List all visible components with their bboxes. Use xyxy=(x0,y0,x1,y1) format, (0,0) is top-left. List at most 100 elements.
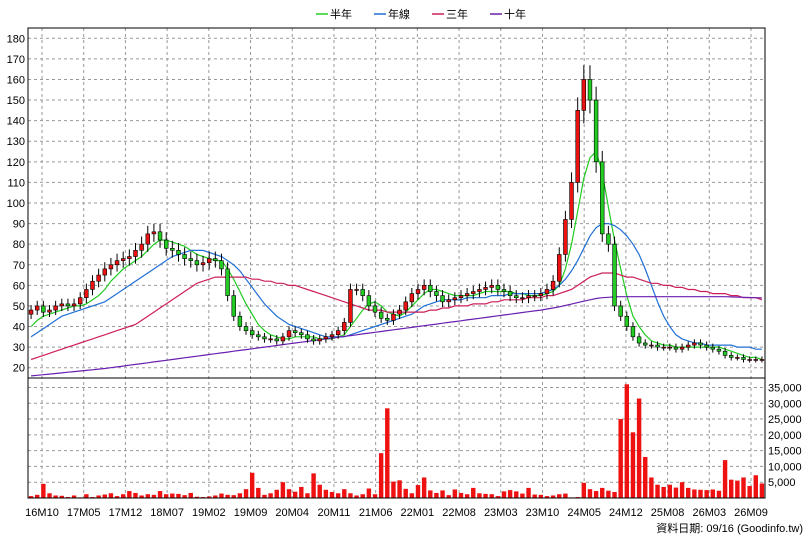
volume-bar xyxy=(120,494,126,498)
time-tick-label: 22M01 xyxy=(401,507,435,519)
candle-body xyxy=(446,299,451,303)
ma-year-line xyxy=(30,223,762,350)
volume-bar xyxy=(409,493,415,498)
volume-bar xyxy=(735,480,740,498)
time-tick-label: 24M05 xyxy=(567,507,601,519)
candle-body xyxy=(163,239,169,249)
time-tick-label: 19M02 xyxy=(192,507,226,519)
volume-bar xyxy=(643,456,648,498)
candlesticks xyxy=(28,65,765,363)
candle-body xyxy=(372,305,378,313)
volume-tick-label: 20,000 xyxy=(768,430,802,442)
footer-source: 資料日期: 09/16 (Goodinfo.tw) xyxy=(656,521,803,535)
candle-body xyxy=(569,182,574,220)
candle-body xyxy=(108,264,114,270)
volume-bar xyxy=(753,475,758,498)
volume-bar xyxy=(114,496,120,498)
volume-bar xyxy=(557,494,562,498)
candle-body xyxy=(673,346,679,350)
moving-average-lines xyxy=(30,150,763,377)
volume-bar xyxy=(163,494,169,498)
price-tick-label: 150 xyxy=(7,95,25,107)
volume-bar xyxy=(59,495,64,498)
candle-body xyxy=(415,289,421,294)
candle-body xyxy=(102,268,107,276)
candle-body xyxy=(538,293,544,296)
candle-body xyxy=(231,295,236,317)
volume-bar xyxy=(28,496,34,498)
candle-body xyxy=(747,359,752,361)
candle-body xyxy=(366,295,372,307)
volume-bar xyxy=(299,486,304,498)
volume-bar xyxy=(139,495,144,498)
candle-body xyxy=(286,330,292,338)
candle-body xyxy=(532,295,537,297)
volume-bar xyxy=(206,496,212,498)
candle-body xyxy=(323,336,329,340)
candle-body xyxy=(581,79,587,111)
volume-tick-label: 25,000 xyxy=(768,414,802,426)
price-tick-label: 40 xyxy=(13,322,25,334)
candle-body xyxy=(28,309,34,315)
candle-body xyxy=(489,285,494,288)
volume-bar xyxy=(157,491,163,498)
candle-body xyxy=(268,338,273,341)
volume-bar xyxy=(385,408,390,498)
volume-bar xyxy=(219,493,224,498)
volume-bar xyxy=(489,494,494,498)
volume-bar xyxy=(698,489,703,498)
volume-bar xyxy=(188,492,193,498)
candle-body xyxy=(471,291,476,294)
volume-bar xyxy=(649,477,654,498)
time-tick-label: 18M07 xyxy=(150,507,184,519)
volume-bar xyxy=(446,495,451,498)
time-tick-label: 22M08 xyxy=(442,507,476,519)
time-tick-label: 23M03 xyxy=(484,507,518,519)
volume-bar xyxy=(182,495,187,498)
volume-bar xyxy=(145,494,150,498)
candle-body xyxy=(612,243,617,307)
volume-bar xyxy=(53,495,58,498)
candle-body xyxy=(41,305,46,313)
candle-body xyxy=(606,233,611,245)
volume-bar xyxy=(292,491,298,498)
volume-bar xyxy=(366,488,372,498)
volume-bar xyxy=(458,492,464,498)
volume-bar xyxy=(741,477,746,498)
volume-bar xyxy=(716,490,722,498)
volume-bar xyxy=(673,487,679,498)
candle-body xyxy=(385,317,390,321)
volume-bar xyxy=(544,496,550,498)
candle-body xyxy=(403,301,408,311)
volume-tick-label: 10,000 xyxy=(768,461,802,473)
volume-bar xyxy=(348,493,353,498)
volume-bar xyxy=(421,477,427,498)
candle-body xyxy=(348,289,353,323)
volume-bar xyxy=(213,495,218,498)
volume-bar xyxy=(661,486,666,498)
candle-body xyxy=(90,280,95,290)
candle-body xyxy=(643,342,648,346)
candle-body xyxy=(704,344,709,348)
candle-body xyxy=(182,254,187,259)
candle-body xyxy=(514,295,519,299)
candle-body xyxy=(237,315,243,327)
volume-bar xyxy=(335,493,341,498)
volume-bar xyxy=(434,492,439,498)
candle-body xyxy=(716,348,722,352)
candle-body xyxy=(354,289,359,291)
candle-body xyxy=(698,342,703,346)
candle-body xyxy=(722,350,728,356)
volume-bar xyxy=(231,495,236,498)
price-tick-label: 120 xyxy=(7,157,25,169)
candle-body xyxy=(397,309,402,315)
time-tick-label: 20M04 xyxy=(275,507,309,519)
volume-tick-label: 30,000 xyxy=(768,398,802,410)
candle-body xyxy=(600,161,605,235)
volume-bar xyxy=(710,489,716,498)
candle-body xyxy=(305,334,310,340)
candle-body xyxy=(649,344,654,347)
volume-bar xyxy=(170,493,175,498)
price-tick-label: 90 xyxy=(13,219,25,231)
candle-body xyxy=(587,79,593,101)
